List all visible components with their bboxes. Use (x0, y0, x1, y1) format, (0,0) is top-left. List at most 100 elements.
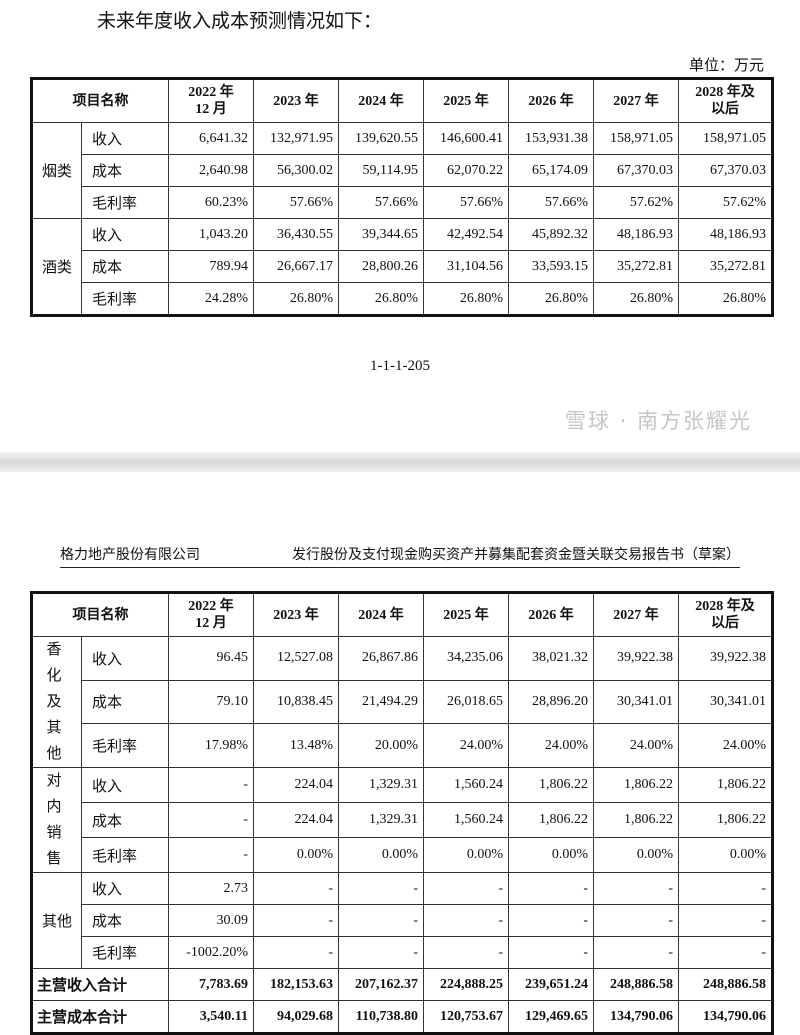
table-row: 成本 789.94 26,667.17 28,800.26 31,104.56 33,59… (32, 250, 773, 283)
header-text: 2026 年 (528, 607, 574, 623)
total-value-cell: 120,753.67 (423, 1000, 509, 1034)
value-cell: 38,021.32 (508, 636, 594, 681)
value-cell: 2,640.98 (168, 154, 254, 187)
value-cell: 12,527.08 (253, 636, 339, 681)
header-text: 2022 年 (188, 85, 234, 100)
value-cell: - (678, 904, 773, 937)
value-cell: 26.80% (423, 282, 509, 316)
value-cell: 39,922.38 (593, 636, 679, 681)
item-label: 成本 (81, 802, 169, 838)
value-cell: 26,018.65 (423, 679, 509, 725)
forecast-table-other: 项目名称 2022 年 12 月 2023 年 2024 年 2025 年 2026 年 20… (30, 591, 774, 1035)
header-text: 以后 (711, 102, 739, 117)
header-text: 2024 年 (358, 607, 404, 623)
value-cell: 48,186.93 (593, 218, 679, 251)
value-cell: 30.09 (168, 904, 254, 937)
total-value-cell: 207,162.37 (338, 968, 424, 1001)
value-cell: 1,329.31 (338, 767, 424, 803)
value-cell: 0.00% (593, 837, 679, 873)
value-cell: 6,641.32 (168, 122, 254, 155)
value-cell: 0.00% (423, 837, 509, 873)
table-row: 成本 30.09- - - - - - (32, 904, 773, 937)
column-header: 2023 年 (253, 78, 339, 123)
header-text: 2028 年及 (695, 599, 755, 614)
total-value-cell: 182,153.63 (253, 968, 339, 1001)
item-label: 毛利率 (81, 186, 169, 219)
value-cell: 57.66% (338, 186, 424, 219)
table-row: 对内销售 收入 -224.04 1,329.31 1,560.24 1,806.22 1,8… (31, 767, 773, 873)
total-value-cell: 94,029.68 (253, 1000, 339, 1034)
column-header: 2027 年 (593, 78, 679, 123)
value-cell: 1,806.22 (678, 802, 773, 838)
total-value-cell: 7,783.69 (168, 968, 254, 1001)
value-cell: 224.04 (253, 802, 339, 838)
header-text: 项目名称 (72, 93, 129, 109)
table-row: 毛利率 60.23% 57.66% 57.66% 57.66% 57.66% 57.62% 5… (32, 186, 773, 219)
value-cell: - (423, 904, 509, 937)
page-number: 1-1-1-205 (370, 358, 430, 374)
value-cell: - (423, 936, 509, 969)
header-text: 2026 年 (528, 93, 574, 109)
value-cell: - (168, 837, 254, 873)
value-cell: 45,892.32 (508, 218, 594, 251)
column-header: 2028 年及 以后 (678, 592, 773, 637)
value-cell: 789.94 (168, 250, 254, 283)
value-cell: - (253, 904, 339, 937)
group-label: 酒类 (31, 218, 82, 316)
value-cell: 48,186.93 (678, 218, 773, 251)
column-header: 项目名称 (31, 78, 169, 123)
value-cell: 67,370.03 (593, 154, 679, 187)
value-cell: 0.00% (508, 837, 594, 873)
document-title: 发行股份及支付现金购买资产并募集配套资金暨关联交易报告书（草案） (292, 548, 740, 563)
value-cell: - (593, 872, 679, 905)
value-cell: - (508, 904, 594, 937)
group-label: 香化及其他 (31, 636, 82, 768)
value-cell: 0.00% (253, 837, 339, 873)
total-value-cell: 248,886.58 (678, 968, 773, 1001)
value-cell: - (338, 936, 424, 969)
value-cell: - (508, 872, 594, 905)
item-label: 成本 (81, 904, 169, 937)
item-label: 收入 (81, 122, 169, 155)
value-cell: 24.00% (678, 723, 773, 768)
item-label: 收入 (81, 767, 169, 803)
value-cell: 1,806.22 (593, 767, 679, 803)
intro-text: 未来年度收入成本预测情况如下： (97, 11, 383, 32)
column-header: 2025 年 (423, 78, 509, 123)
total-label: 主营收入合计 (31, 968, 169, 1001)
column-header: 2022 年 12 月 (168, 592, 254, 637)
table-row: 酒类 收入 1,043.20 36,430.55 39,344.65 42,492.54 4… (31, 218, 773, 316)
column-header: 2025 年 (423, 592, 509, 637)
value-cell: 57.62% (593, 186, 679, 219)
total-value-cell: 110,738.80 (338, 1000, 424, 1034)
header-text: 12 月 (195, 102, 227, 117)
item-label: 成本 (81, 250, 169, 283)
value-cell: 0.00% (678, 837, 773, 873)
value-cell: 33,593.15 (508, 250, 594, 283)
value-cell: 158,971.05 (593, 122, 679, 155)
value-cell: - (423, 872, 509, 905)
column-header: 2026 年 (508, 592, 594, 637)
item-label: 毛利率 (81, 837, 169, 873)
value-cell: 1,329.31 (338, 802, 424, 838)
value-cell: 67,370.03 (678, 154, 773, 187)
value-cell: 1,806.22 (593, 802, 679, 838)
value-cell: 56,300.02 (253, 154, 339, 187)
watermark: 雪球 · 南方张耀光 (565, 409, 753, 433)
column-header: 2028 年及 以后 (678, 78, 773, 123)
table-row: 毛利率 17.98% 13.48% 20.00% 24.00% 24.00% 24.00% 2… (32, 723, 773, 768)
column-header: 2022 年 12 月 (168, 78, 254, 123)
value-cell: 28,896.20 (508, 679, 594, 725)
value-cell: 26.80% (678, 282, 773, 316)
header-text: 2027 年 (613, 607, 659, 623)
value-cell: 24.28% (168, 282, 254, 316)
value-cell: - (253, 936, 339, 969)
value-cell: 28,800.26 (338, 250, 424, 283)
value-cell: - (338, 904, 424, 937)
value-cell: - (593, 936, 679, 969)
item-label: 毛利率 (81, 723, 169, 768)
header-row: 项目名称 2022 年 12 月 2023 年 2024 年 2025 年 2026 年 20… (31, 592, 773, 637)
value-cell: 31,104.56 (423, 250, 509, 283)
total-label: 主营成本合计 (31, 1000, 169, 1034)
value-cell: 30,341.01 (593, 679, 679, 725)
